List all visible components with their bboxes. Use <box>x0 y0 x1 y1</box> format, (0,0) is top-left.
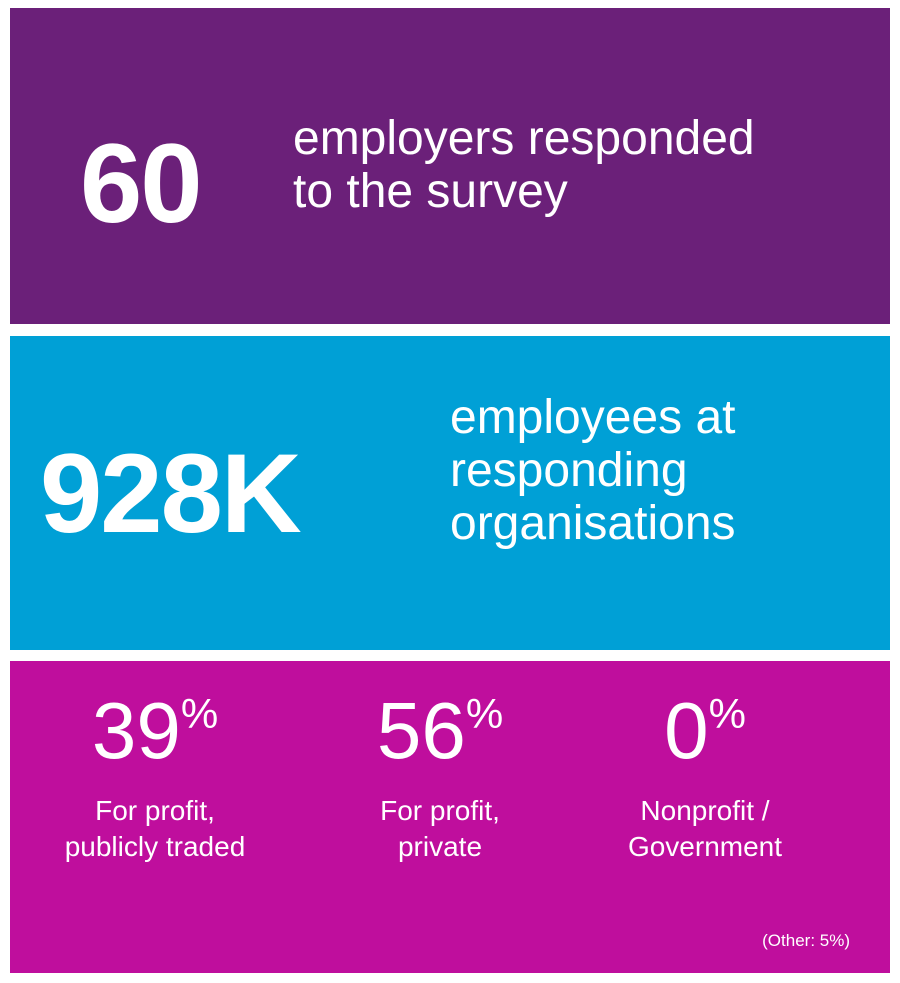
sector-label-line-1: For profit, <box>95 795 215 826</box>
other-note: (Other: 5%) <box>762 931 850 950</box>
sector-percentage: 0% <box>565 691 845 771</box>
employees-line-2: responding <box>450 443 688 497</box>
percent-sign: % <box>180 690 219 737</box>
employees-panel: 928K employees at responding organisatio… <box>10 336 890 650</box>
sectors-panel: 39% For profit, publicly traded 56% For … <box>10 661 890 973</box>
respondents-count: 60 <box>80 121 203 246</box>
sector-stat-nonprofit: 0% Nonprofit / Government <box>565 691 845 866</box>
sector-value: 0 <box>664 686 709 775</box>
employees-line-1: employees at <box>450 391 736 444</box>
sector-label: Nonprofit / Government <box>565 793 845 866</box>
sector-label-line-2: publicly traded <box>64 831 246 863</box>
sector-label: For profit, private <box>300 793 580 866</box>
sector-stat-public: 39% For profit, publicly traded <box>15 691 295 866</box>
percent-sign: % <box>708 690 746 737</box>
sector-percentage: 39% <box>15 691 295 771</box>
employees-count: 928K <box>40 431 302 556</box>
respondents-line-2: to the survey <box>293 164 568 218</box>
respondents-description: employers responded to the survey <box>293 112 755 219</box>
sector-label: For profit, publicly traded <box>15 793 295 866</box>
sector-stat-private: 56% For profit, private <box>300 691 580 866</box>
sector-label-line-1: Nonprofit / <box>640 795 770 826</box>
sector-label-line-2: Government <box>627 831 783 863</box>
employees-description: employees at responding organisations <box>450 391 736 550</box>
sector-value: 56 <box>376 686 466 775</box>
respondents-line-1: employers responded <box>293 112 755 165</box>
sector-label-line-2: private <box>397 831 483 863</box>
respondents-panel: 60 employers responded to the survey <box>10 8 890 324</box>
sector-label-line-1: For profit, <box>380 795 500 826</box>
percent-sign: % <box>465 690 504 737</box>
sector-percentage: 56% <box>300 691 580 771</box>
sector-value: 39 <box>91 686 181 775</box>
employees-line-3: organisations <box>450 496 736 550</box>
